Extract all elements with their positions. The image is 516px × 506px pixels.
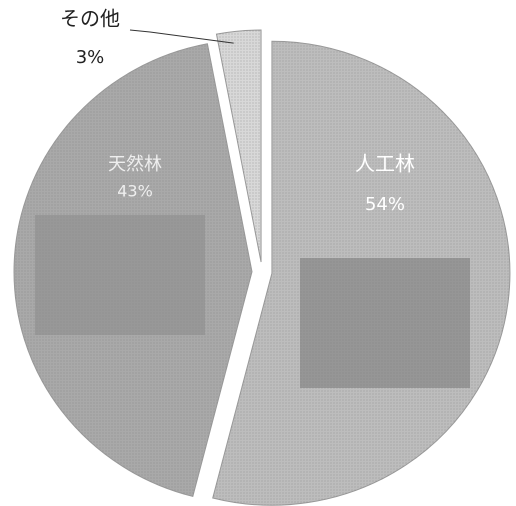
photo xyxy=(35,215,205,335)
leader-line xyxy=(129,29,234,44)
photo xyxy=(300,258,470,388)
slice-label: 天然林 xyxy=(108,154,162,175)
slice-value-label: 3% xyxy=(76,47,105,68)
pie xyxy=(13,29,511,506)
slice-value-label: 43% xyxy=(117,182,153,201)
labels: 人工林 54% 天然林 43% その他 3% xyxy=(60,7,415,216)
slice-label: その他 xyxy=(60,7,120,31)
slice-label: 人工林 xyxy=(355,152,415,176)
slice-value-label: 54% xyxy=(365,194,405,215)
slice-texture xyxy=(216,30,262,263)
